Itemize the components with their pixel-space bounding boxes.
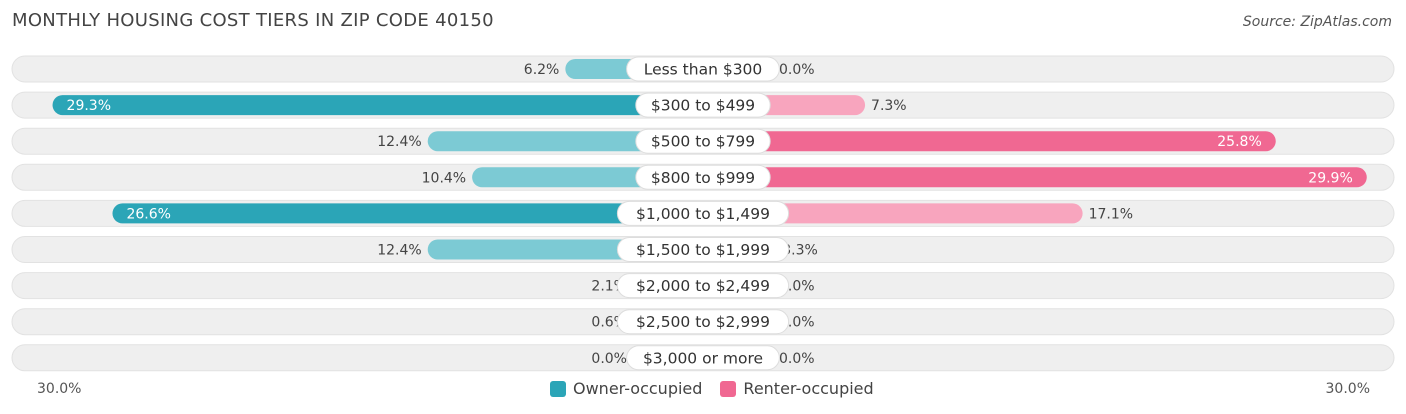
owner-value-label: 6.2% xyxy=(524,62,560,78)
legend-renter: Renter-occupied xyxy=(720,379,874,398)
category-label: $2,000 to $2,499 xyxy=(636,277,770,295)
legend-owner: Owner-occupied xyxy=(550,379,702,398)
category-pill xyxy=(635,92,771,118)
axis-left-label: 30.0% xyxy=(37,381,82,397)
renter-bar xyxy=(703,203,1083,224)
renter-value-label: 0.0% xyxy=(779,62,815,78)
category-pill xyxy=(616,237,790,262)
category-label: $1,500 to $1,999 xyxy=(636,241,770,259)
category-label: $1,000 to $1,499 xyxy=(636,205,770,223)
legend-renter-label: Renter-occupied xyxy=(743,379,874,398)
legend-owner-label: Owner-occupied xyxy=(573,379,703,398)
category-pill xyxy=(626,56,780,82)
owner-value-label: 12.4% xyxy=(377,134,421,150)
owner-value-label: 26.6% xyxy=(126,206,170,222)
owner-bar xyxy=(427,131,703,152)
category-label: $3,000 or more xyxy=(643,349,763,367)
owner-value-label: 29.3% xyxy=(67,98,111,114)
renter-value-label: 3.3% xyxy=(782,243,818,259)
renter-bar xyxy=(703,131,1276,152)
category-pill xyxy=(626,345,780,371)
category-pill xyxy=(616,273,790,299)
category-label: $2,500 to $2,999 xyxy=(636,313,770,331)
chart-title: MONTHLY HOUSING COST TIERS IN ZIP CODE 4… xyxy=(12,10,494,31)
owner-value-label: 0.0% xyxy=(591,351,627,367)
legend-owner-swatch xyxy=(550,380,566,397)
owner-bar xyxy=(112,203,704,224)
renter-value-label: 29.9% xyxy=(1308,170,1352,186)
category-label: $800 to $999 xyxy=(651,169,755,187)
legend-renter-swatch xyxy=(720,380,737,397)
category-pill xyxy=(635,164,771,190)
owner-bar xyxy=(52,95,704,116)
category-pill xyxy=(616,200,790,226)
renter-value-label: 7.3% xyxy=(871,98,907,114)
category-label: Less than $300 xyxy=(644,61,763,79)
renter-bar xyxy=(703,167,1367,188)
renter-value-label: 17.1% xyxy=(1089,206,1133,222)
axis-right-label: 30.0% xyxy=(1325,381,1370,397)
owner-value-label: 10.4% xyxy=(422,170,466,186)
legend: Owner-occupied Renter-occupied xyxy=(550,379,892,398)
owner-value-label: 12.4% xyxy=(377,243,421,259)
source-label: Source: ZipAtlas.com xyxy=(1242,14,1392,30)
category-label: $500 to $799 xyxy=(651,133,755,151)
renter-value-label: 0.0% xyxy=(779,351,815,367)
renter-value-label: 25.8% xyxy=(1217,134,1261,150)
category-pill xyxy=(616,309,790,335)
category-pill xyxy=(635,128,771,154)
category-label: $300 to $499 xyxy=(651,97,755,115)
